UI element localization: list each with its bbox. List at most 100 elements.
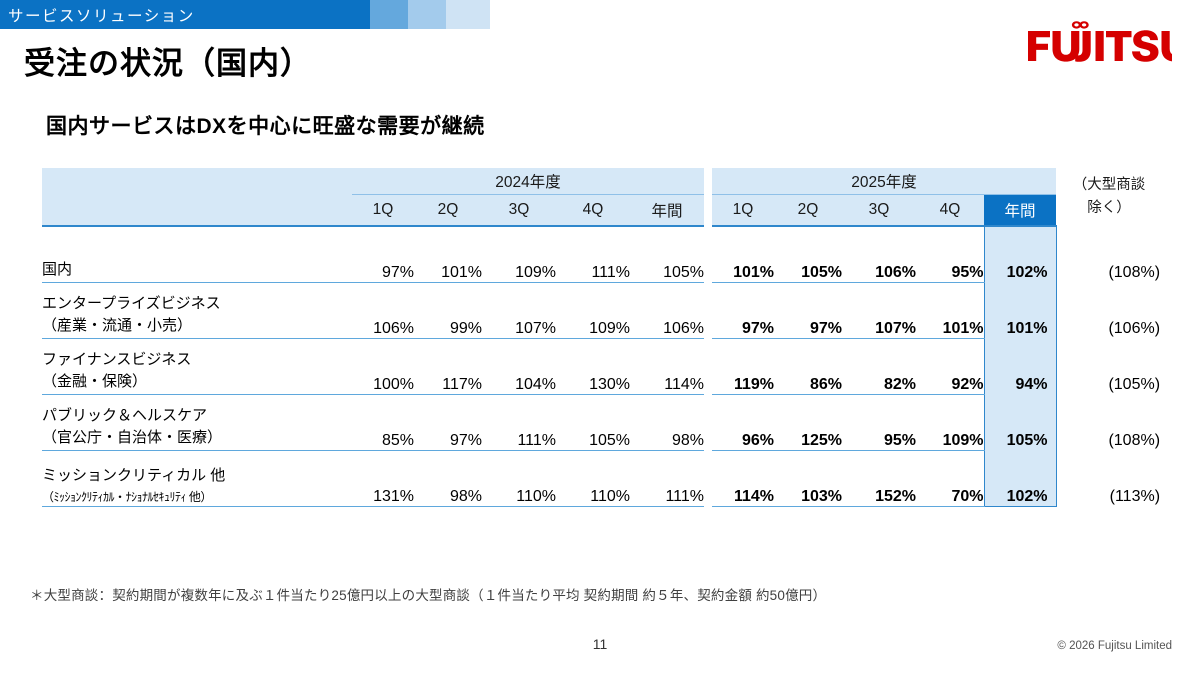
row-3-2025-2q: 125% bbox=[774, 394, 843, 451]
row-2-2025-3q: 82% bbox=[842, 338, 917, 395]
row-1-2024-annual: 106% bbox=[630, 282, 705, 339]
table-row: ミッションクリティカル 他 （ﾐｯｼｮﾝｸﾘﾃｨｶﾙ・ﾅｼｮﾅﾙｾｷｭﾘﾃｨ 他… bbox=[42, 450, 1162, 507]
row-0-2024-3q: 109% bbox=[482, 226, 556, 283]
row-1-2024-2q: 99% bbox=[414, 282, 482, 339]
row-2-2025-1q: 119% bbox=[712, 338, 775, 395]
header-2024-3q: 3Q bbox=[482, 194, 556, 225]
row-4-2024-4q: 110% bbox=[556, 450, 630, 507]
row-1-2024-3q: 107% bbox=[482, 282, 556, 339]
footnote: ＊大型商談：契約期間が複数年に及ぶ１件当たり25億円以上の大型商談（１件当たり平… bbox=[30, 588, 827, 603]
orders-table: 2024年度 2025年度 （大型商談 除く） 1Q 2Q 3Q 4Q 年間 1… bbox=[42, 168, 1162, 507]
table-row: 国内 97% 101% 109% 111% 105% 101% 105% 106… bbox=[42, 226, 1162, 283]
header-2025-1q: 1Q bbox=[712, 194, 775, 225]
row-3-2025-1q: 96% bbox=[712, 394, 775, 451]
row-label-1: エンタープライズビジネス （産業・流通・小売） bbox=[42, 282, 352, 339]
header-2024-1q: 1Q bbox=[352, 194, 414, 225]
header-blank-cell bbox=[42, 168, 352, 225]
row-2-2025-4q: 92% bbox=[916, 338, 985, 395]
row-0-gap bbox=[704, 226, 712, 282]
row-4-2024-3q: 110% bbox=[482, 450, 556, 507]
row-label-3-line1: パブリック＆ヘルスケア bbox=[42, 406, 208, 424]
page-title: 受注の状況（国内） bbox=[24, 46, 312, 81]
row-3-gap bbox=[704, 394, 712, 450]
copyright-text: © 2026 Fujitsu Limited bbox=[1057, 640, 1172, 652]
row-2-2025-annual: 94% bbox=[983, 338, 1057, 394]
row-0-2024-4q: 111% bbox=[556, 226, 630, 283]
row-3-2024-1q: 85% bbox=[352, 394, 414, 451]
row-label-2: ファイナンスビジネス （金融・保険） bbox=[42, 338, 352, 395]
table-header-year-row: 2024年度 2025年度 （大型商談 除く） bbox=[42, 168, 1162, 225]
row-2-2025-2q: 86% bbox=[774, 338, 843, 395]
page-number: 11 bbox=[592, 636, 608, 652]
row-label-4-line1: ミッションクリティカル 他 bbox=[42, 467, 226, 484]
row-4-2025-1q: 114% bbox=[712, 450, 775, 507]
row-label-2-line1: ファイナンスビジネス bbox=[42, 350, 192, 368]
header-2024-2q: 2Q bbox=[414, 194, 482, 225]
header-banner: サービスソリューション bbox=[0, 0, 490, 29]
row-2-gap bbox=[704, 338, 712, 394]
row-3-2025-annual: 105% bbox=[983, 394, 1057, 450]
row-0-2025-annual: 102% bbox=[983, 226, 1057, 282]
row-4-2025-annual: 102% bbox=[983, 450, 1057, 507]
row-0-2025-3q: 106% bbox=[842, 226, 917, 283]
row-3-2024-4q: 105% bbox=[556, 394, 630, 451]
row-1-2024-4q: 109% bbox=[556, 282, 630, 339]
row-label-0: 国内 bbox=[42, 226, 352, 283]
row-label-3-line2: （官公庁・自治体・医療） bbox=[42, 429, 223, 446]
row-3-2024-3q: 111% bbox=[482, 394, 556, 451]
ex-large-note-line2: 除く） bbox=[1087, 199, 1131, 216]
row-0-2024-2q: 101% bbox=[414, 226, 482, 283]
header-gap bbox=[704, 168, 713, 225]
row-2-2024-1q: 100% bbox=[352, 338, 414, 395]
header-2025-3q: 3Q bbox=[842, 194, 917, 225]
row-1-2025-4q: 101% bbox=[916, 282, 985, 339]
row-3-2024-annual: 98% bbox=[630, 394, 705, 451]
row-1-gap bbox=[704, 282, 712, 338]
banner-segment-2 bbox=[408, 0, 446, 29]
row-2-2024-4q: 130% bbox=[556, 338, 630, 395]
row-3-2025-4q: 109% bbox=[916, 394, 985, 451]
header-group-2024: 2024年度 bbox=[352, 168, 705, 195]
row-0-2024-1q: 97% bbox=[352, 226, 414, 283]
row-4-2025-4q: 70% bbox=[916, 450, 985, 507]
row-4-ex-large: (113%) bbox=[1109, 488, 1161, 505]
header-group-2025: 2025年度 bbox=[712, 168, 1057, 195]
header-2025-2q: 2Q bbox=[774, 194, 843, 225]
row-0-ex-large: (108%) bbox=[1108, 264, 1161, 281]
header-ex-large-note: （大型商談 除く） bbox=[1056, 168, 1162, 225]
banner-eyebrow-label: サービスソリューション bbox=[8, 7, 195, 25]
row-4-2024-2q: 98% bbox=[414, 450, 482, 507]
ex-large-note-line1: （大型商談 bbox=[1072, 177, 1146, 194]
row-3-2024-2q: 97% bbox=[414, 394, 482, 451]
table-row: ファイナンスビジネス （金融・保険） 100% 117% 104% 130% 1… bbox=[42, 338, 1162, 395]
header-2025-4q: 4Q bbox=[916, 194, 985, 225]
row-0-2024-annual: 105% bbox=[630, 226, 705, 283]
row-4-2025-2q: 103% bbox=[774, 450, 843, 507]
row-3-ex-large: (108%) bbox=[1108, 432, 1161, 449]
row-1-ex-large: (106%) bbox=[1108, 320, 1161, 337]
header-2025-annual-highlight: 年間 bbox=[984, 194, 1057, 225]
row-2-2024-2q: 117% bbox=[414, 338, 482, 395]
row-label-4-line2: （ﾐｯｼｮﾝｸﾘﾃｨｶﾙ・ﾅｼｮﾅﾙｾｷｭﾘﾃｨ 他） bbox=[42, 489, 212, 504]
row-1-2025-1q: 97% bbox=[712, 282, 775, 339]
banner-segment-3 bbox=[446, 0, 490, 29]
row-1-2024-1q: 106% bbox=[352, 282, 414, 339]
row-4-2024-annual: 111% bbox=[630, 450, 705, 507]
row-label-4: ミッションクリティカル 他 （ﾐｯｼｮﾝｸﾘﾃｨｶﾙ・ﾅｼｮﾅﾙｾｷｭﾘﾃｨ 他… bbox=[42, 450, 352, 507]
row-label-1-line1: エンタープライズビジネス bbox=[42, 294, 221, 312]
table-row: エンタープライズビジネス （産業・流通・小売） 106% 99% 107% 10… bbox=[42, 282, 1162, 339]
row-0-2025-2q: 105% bbox=[774, 226, 843, 283]
row-label-3: パブリック＆ヘルスケア （官公庁・自治体・医療） bbox=[42, 394, 352, 451]
row-1-2025-annual: 101% bbox=[983, 282, 1057, 338]
row-4-2025-3q: 152% bbox=[842, 450, 917, 507]
row-4-gap bbox=[704, 450, 712, 506]
row-label-2-line2: （金融・保険） bbox=[42, 373, 148, 390]
row-0-2025-1q: 101% bbox=[712, 226, 775, 283]
header-2024-annual: 年間 bbox=[630, 194, 705, 225]
row-label-1-line2: （産業・流通・小売） bbox=[42, 317, 193, 334]
header-2024-4q: 4Q bbox=[556, 194, 630, 225]
row-3-2025-3q: 95% bbox=[842, 394, 917, 451]
row-4-2024-1q: 131% bbox=[352, 450, 414, 507]
row-label-0-line1: 国内 bbox=[42, 261, 73, 278]
row-0-2025-4q: 95% bbox=[916, 226, 985, 283]
